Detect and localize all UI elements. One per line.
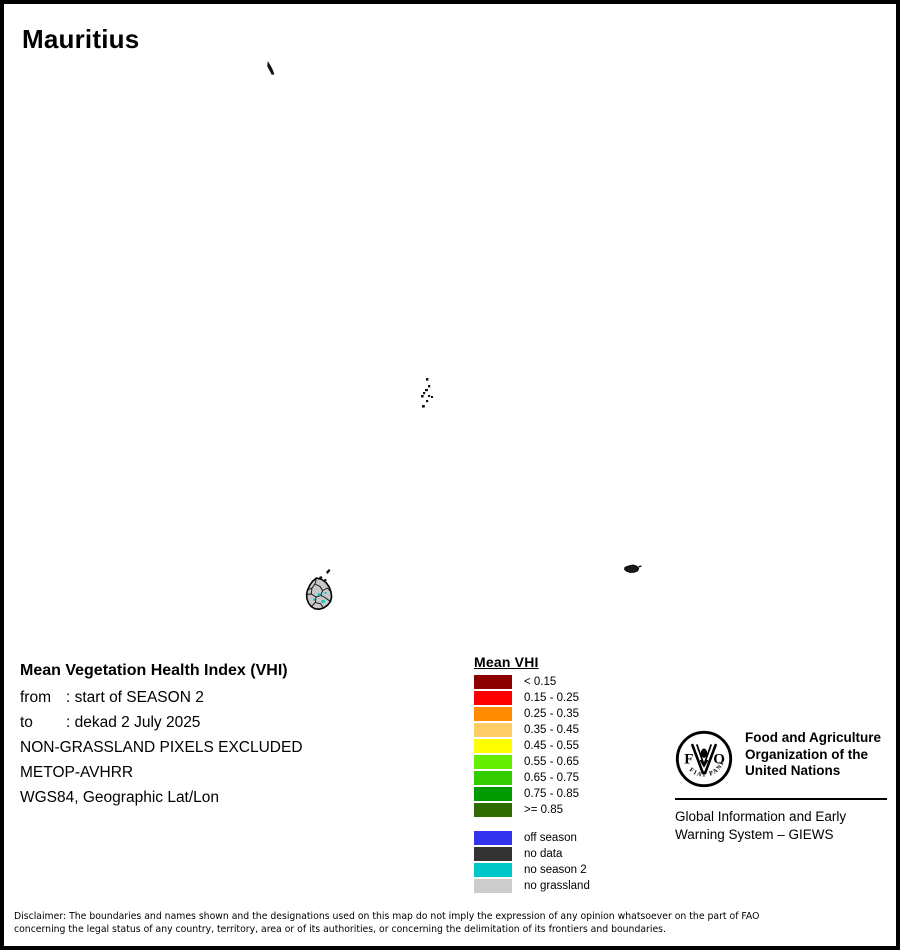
legend-row: < 0.15	[474, 674, 590, 690]
feature-mauritius-main-island	[305, 569, 333, 610]
legend-row: 0.35 - 0.45	[474, 722, 590, 738]
legend-swatch	[474, 675, 512, 689]
info-to-row: to : dekad 2 July 2025	[20, 710, 440, 735]
fao-organization-name: Food and Agriculture Organization of the…	[745, 730, 881, 780]
fao-letter-f: F	[684, 752, 693, 768]
legend-row: 0.15 - 0.25	[474, 690, 590, 706]
fao-name-line-2: Organization of the	[745, 746, 868, 762]
legend-row: 0.75 - 0.85	[474, 786, 590, 802]
legend-swatch	[474, 691, 512, 705]
legend-title: Mean VHI	[474, 654, 539, 670]
legend-status-row: no grassland	[474, 878, 590, 894]
legend-row: 0.45 - 0.55	[474, 738, 590, 754]
legend-label: 0.35 - 0.45	[524, 724, 579, 736]
fao-top-row: F O FIAT PANIS Food and Agriculture Orga…	[675, 730, 887, 788]
legend-row: 0.65 - 0.75	[474, 770, 590, 786]
legend-label: 0.75 - 0.85	[524, 788, 579, 800]
info-to-key: to	[20, 714, 33, 731]
legend-swatch	[474, 831, 512, 845]
map-canvas	[267, 61, 642, 610]
legend-label: 0.45 - 0.55	[524, 740, 579, 752]
legend-label: 0.15 - 0.25	[524, 692, 579, 704]
legend-label: no data	[524, 848, 563, 860]
legend-swatch	[474, 707, 512, 721]
info-from-row: from : start of SEASON 2	[20, 685, 440, 710]
legend-label: no season 2	[524, 864, 587, 876]
fao-name-line-1: Food and Agriculture	[745, 730, 881, 745]
legend-spacer	[474, 818, 590, 830]
map-info-block: Mean Vegetation Health Index (VHI) from:…	[20, 658, 440, 810]
fao-branding-block: F O FIAT PANIS Food and Agriculture Orga…	[675, 730, 887, 844]
info-sensor: METOP-AVHRR	[20, 764, 134, 781]
info-projection: WGS84, Geographic Lat/Lon	[20, 789, 220, 806]
legend-label: off season	[524, 832, 577, 844]
legend-label: 0.55 - 0.65	[524, 756, 579, 768]
legend-swatch	[474, 739, 512, 753]
legend-label: 0.25 - 0.35	[524, 708, 579, 720]
legend-swatch	[474, 723, 512, 737]
info-from-key: from	[20, 689, 51, 706]
legend-status-row: off season	[474, 830, 590, 846]
feature-agalega-islands	[267, 61, 275, 75]
fao-name-line-3: United Nations	[745, 763, 841, 778]
legend-label: no grassland	[524, 880, 590, 892]
disclaimer-line-1: Disclaimer: The boundaries and names sho…	[14, 911, 760, 922]
feature-cargados-carajos-shoals	[421, 378, 433, 408]
legend-status-row: no data	[474, 846, 590, 862]
legend-row: 0.25 - 0.35	[474, 706, 590, 722]
disclaimer: Disclaimer: The boundaries and names sho…	[14, 911, 884, 936]
legend-row: 0.55 - 0.65	[474, 754, 590, 770]
fao-divider	[675, 798, 887, 800]
legend-swatch	[474, 879, 512, 893]
giews-line-2: Warning System – GIEWS	[675, 827, 834, 842]
giews-line-1: Global Information and Early	[675, 809, 847, 824]
feature-rodrigues-island	[624, 564, 642, 573]
map-legend: Mean VHI < 0.15 0.15 - 0.25 0.25 - 0.35 …	[474, 654, 590, 894]
legend-swatch	[474, 847, 512, 861]
fao-letter-o: O	[713, 752, 725, 768]
legend-status-row: no season 2	[474, 862, 590, 878]
fao-logo-icon: F O FIAT PANIS	[675, 730, 733, 788]
page-title: Mauritius	[22, 24, 140, 54]
legend-swatch	[474, 863, 512, 877]
info-to-value: : dekad 2 July 2025	[66, 714, 201, 731]
info-heading: Mean Vegetation Health Index (VHI)	[20, 662, 288, 679]
giews-name: Global Information and Early Warning Sys…	[675, 808, 887, 844]
info-exclusion-note: NON-GRASSLAND PIXELS EXCLUDED	[20, 739, 303, 756]
legend-label: >= 0.85	[524, 804, 564, 816]
legend-swatch	[474, 755, 512, 769]
legend-swatch	[474, 787, 512, 801]
disclaimer-line-2: concerning the legal status of any count…	[14, 923, 666, 935]
no-season-2-patches	[313, 592, 327, 603]
legend-label: 0.65 - 0.75	[524, 772, 579, 784]
legend-swatch	[474, 771, 512, 785]
legend-label: < 0.15	[524, 676, 557, 688]
legend-row: >= 0.85	[474, 802, 590, 818]
legend-swatch	[474, 803, 512, 817]
info-from-value: : start of SEASON 2	[66, 689, 204, 706]
